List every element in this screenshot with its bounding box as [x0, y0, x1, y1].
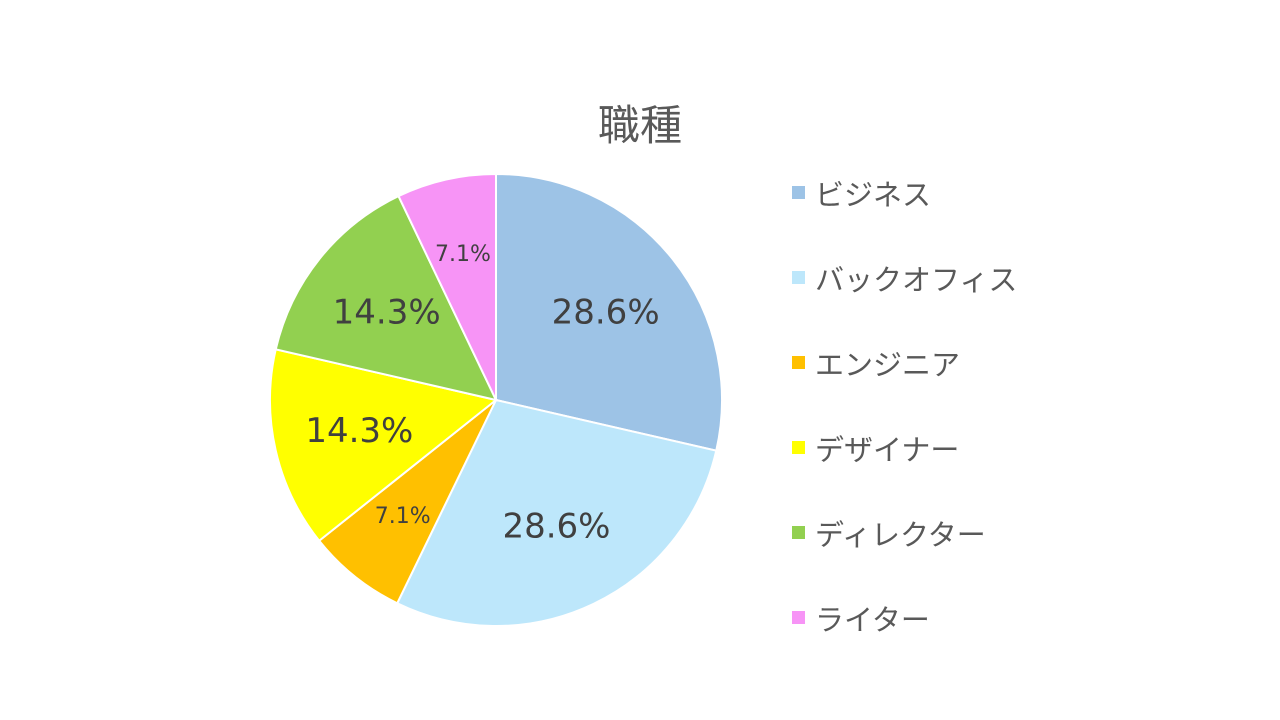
chart-title: 職種: [597, 101, 682, 150]
legend-swatch: [792, 356, 805, 369]
legend-label: ディレクター: [815, 517, 986, 552]
legend-item: エンジニア: [792, 320, 1017, 405]
legend-label: バックオフィス: [815, 262, 1018, 297]
legend-item: バックオフィス: [792, 235, 1017, 320]
pie-slice-3: [317, 399, 497, 605]
legend-item: デザイナー: [792, 405, 1017, 490]
legend-swatch: [792, 271, 805, 284]
pie-slice-1: [495, 172, 723, 452]
legend-label: ライター: [815, 602, 930, 637]
slice-label-1: 28.6%: [552, 293, 660, 333]
pie-slice-2: [395, 398, 718, 627]
legend-item: ディレクター: [792, 490, 1017, 575]
slice-label-2: 28.6%: [502, 506, 610, 546]
legend-item: ビジネス: [792, 150, 1017, 235]
legend: ビジネスバックオフィス エンジニアデザイナーディレクター ライター: [792, 150, 1017, 660]
slice-label-5: 14.3%: [333, 292, 441, 332]
legend-swatch: [792, 186, 805, 199]
legend-item: ライター: [792, 575, 1017, 660]
legend-swatch: [792, 441, 805, 454]
pie-slice-4: [269, 348, 499, 543]
slice-label-6: 7.1%: [435, 242, 491, 267]
slice-label-3: 7.1%: [375, 504, 431, 529]
slice-label-4: 14.3%: [305, 411, 413, 451]
legend-label: デザイナー: [815, 432, 960, 467]
legend-label: ビジネス: [815, 177, 932, 212]
legend-swatch: [792, 526, 805, 539]
pie-slice-6: [397, 172, 497, 401]
pie-slice-5: [274, 194, 498, 402]
legend-label: エンジニア: [815, 347, 961, 382]
legend-swatch: [792, 611, 805, 624]
